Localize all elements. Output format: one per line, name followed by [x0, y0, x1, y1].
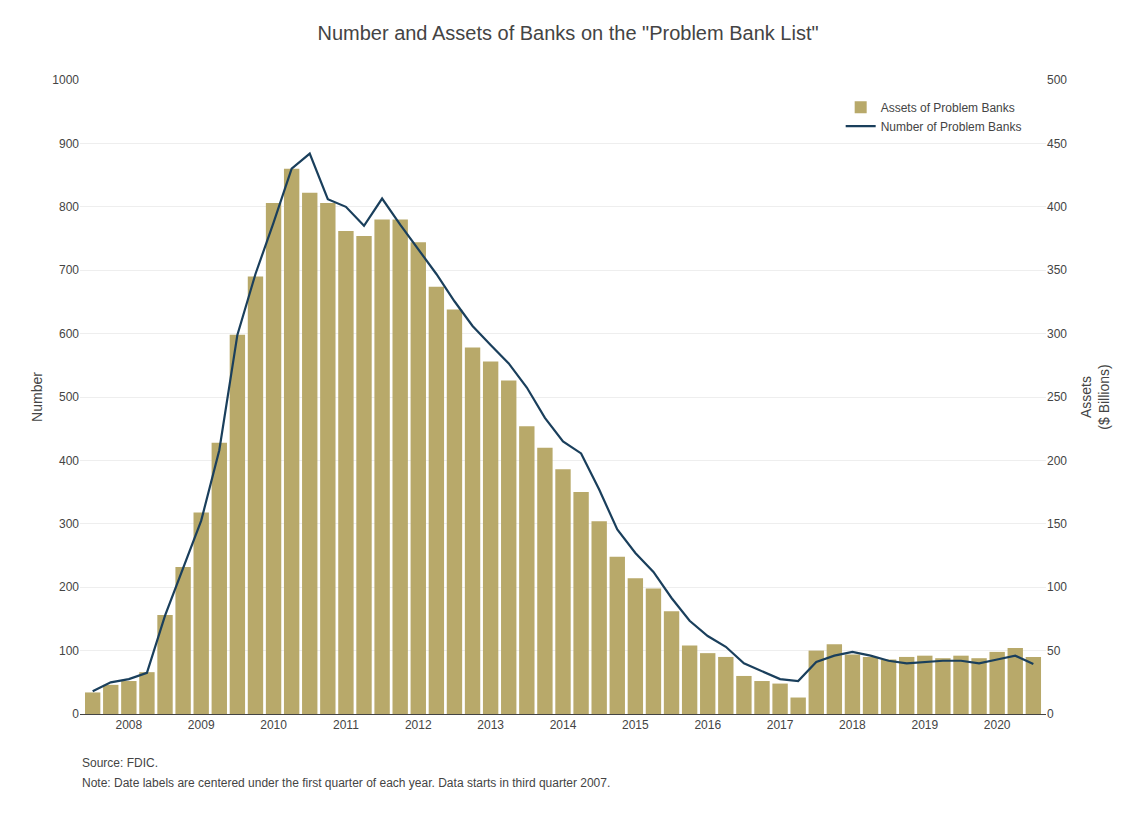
svg-text:2017: 2017 [767, 718, 794, 732]
svg-text:50: 50 [1047, 644, 1061, 658]
svg-text:Number: Number [29, 372, 45, 422]
svg-text:200: 200 [1047, 454, 1067, 468]
svg-text:150: 150 [1047, 517, 1067, 531]
svg-text:0: 0 [1047, 707, 1054, 721]
svg-text:2013: 2013 [477, 718, 504, 732]
svg-text:0: 0 [72, 707, 79, 721]
svg-text:2015: 2015 [622, 718, 649, 732]
svg-text:2014: 2014 [550, 718, 577, 732]
svg-text:2018: 2018 [839, 718, 866, 732]
svg-text:2016: 2016 [694, 718, 721, 732]
svg-text:300: 300 [1047, 327, 1067, 341]
svg-text:300: 300 [59, 517, 79, 531]
svg-text:450: 450 [1047, 137, 1067, 151]
svg-text:Number and Assets of Banks on: Number and Assets of Banks on the "Probl… [317, 22, 818, 44]
svg-text:Assets($ Billions): Assets($ Billions) [1078, 364, 1112, 429]
svg-text:Number of Problem Banks: Number of Problem Banks [881, 120, 1022, 134]
svg-text:Note: Date labels are centered: Note: Date labels are centered under the… [82, 776, 610, 790]
svg-text:500: 500 [59, 390, 79, 404]
svg-text:2019: 2019 [911, 718, 938, 732]
svg-text:2020: 2020 [984, 718, 1011, 732]
svg-text:2012: 2012 [405, 718, 432, 732]
svg-text:700: 700 [59, 263, 79, 277]
svg-text:2010: 2010 [260, 718, 287, 732]
svg-text:400: 400 [59, 454, 79, 468]
svg-text:200: 200 [59, 580, 79, 594]
svg-text:900: 900 [59, 137, 79, 151]
svg-text:Assets of Problem Banks: Assets of Problem Banks [881, 101, 1015, 115]
svg-text:100: 100 [59, 644, 79, 658]
svg-text:400: 400 [1047, 200, 1067, 214]
svg-text:500: 500 [1047, 73, 1067, 87]
svg-text:2009: 2009 [188, 718, 215, 732]
svg-text:250: 250 [1047, 390, 1067, 404]
svg-text:350: 350 [1047, 263, 1067, 277]
svg-text:1000: 1000 [52, 73, 79, 87]
svg-text:600: 600 [59, 327, 79, 341]
svg-text:2011: 2011 [333, 718, 359, 732]
svg-text:800: 800 [59, 200, 79, 214]
svg-text:100: 100 [1047, 580, 1067, 594]
svg-text:Source: FDIC.: Source: FDIC. [82, 756, 158, 770]
svg-text:2008: 2008 [115, 718, 142, 732]
